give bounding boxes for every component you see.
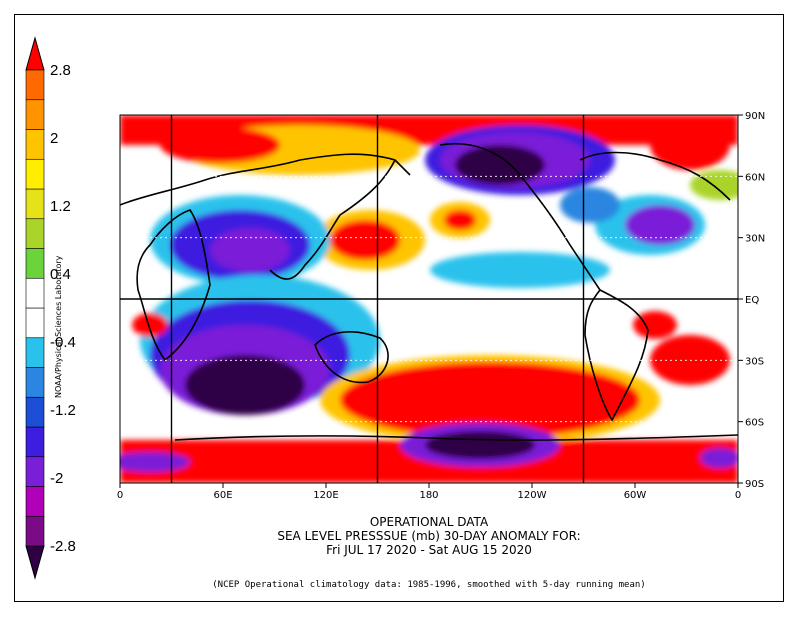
latitude-label: 90S xyxy=(745,479,764,490)
latitude-label: 30N xyxy=(745,234,765,245)
colorbar-swatch xyxy=(25,426,45,458)
anomaly-field xyxy=(120,115,738,483)
longitude-label: 60W xyxy=(624,490,647,501)
colorbar-swatch xyxy=(25,158,45,190)
colorbar-swatch xyxy=(25,69,45,101)
longitude-label: 60E xyxy=(213,490,232,501)
colorbar-swatch xyxy=(25,188,45,220)
colorbar-swatch xyxy=(25,248,45,279)
colorbar-swatch xyxy=(25,218,45,249)
colorbar-swatch xyxy=(25,337,45,368)
latitude-label: EQ xyxy=(745,295,759,306)
longitude-label: 180 xyxy=(419,490,438,501)
colorbar-swatch xyxy=(25,456,45,487)
climatology-note: (NCEP Operational climatology data: 1985… xyxy=(212,580,646,590)
latitude-label: 90N xyxy=(745,111,765,122)
colorbar-swatch xyxy=(25,486,45,517)
colorbar-label: 1.2 xyxy=(50,198,71,215)
credit-label: NOAA/Physical Sciences Laboratory xyxy=(54,255,63,398)
colorbar-label: 2.8 xyxy=(50,62,71,79)
colorbar-label: 0.4 xyxy=(50,266,71,283)
longitude-label: 0 xyxy=(735,490,741,501)
caption-line-3: Fri JUL 17 2020 - Sat AUG 15 2020 xyxy=(326,543,532,557)
colorbar: 2.8 2 1.2 0.4 -0.4 -1.2 -2 -2.8 xyxy=(25,36,76,580)
caption-line-2: SEA LEVEL PRESSSUE (mb) 30-DAY ANOMALY F… xyxy=(277,529,581,543)
colorbar-swatch xyxy=(25,396,45,428)
colorbar-label: -0.4 xyxy=(50,334,76,351)
latitude-label: 30S xyxy=(745,356,764,367)
colorbar-swatch xyxy=(25,307,45,339)
colorbar-bottom-arrow xyxy=(25,545,45,580)
longitude-label: 120E xyxy=(313,490,338,501)
axis-ticks: 90N 60N 30N EQ 30S 60S 90S 0 60E 120E 180 120W 60W 0 xyxy=(117,111,765,501)
colorbar-label: -2.8 xyxy=(50,538,76,555)
colorbar-label: -1.2 xyxy=(50,402,76,419)
figure-frame xyxy=(14,14,784,602)
colorbar-swatch xyxy=(25,277,45,309)
latitude-label: 60S xyxy=(745,418,764,429)
colorbar-swatch xyxy=(25,367,45,398)
coastlines xyxy=(120,143,738,441)
colorbar-label: 2 xyxy=(50,130,58,147)
latitude-label: 60N xyxy=(745,172,765,183)
colorbar-swatch xyxy=(25,515,45,547)
colorbar-top-arrow xyxy=(25,36,45,71)
colorbar-label: -2 xyxy=(50,470,63,487)
colorbar-swatch xyxy=(25,99,45,130)
caption-line-1: OPERATIONAL DATA xyxy=(369,515,489,529)
longitude-label: 0 xyxy=(117,490,123,501)
colorbar-swatch xyxy=(25,129,45,160)
longitude-label: 120W xyxy=(518,490,547,501)
latitude-gridlines xyxy=(120,175,738,423)
